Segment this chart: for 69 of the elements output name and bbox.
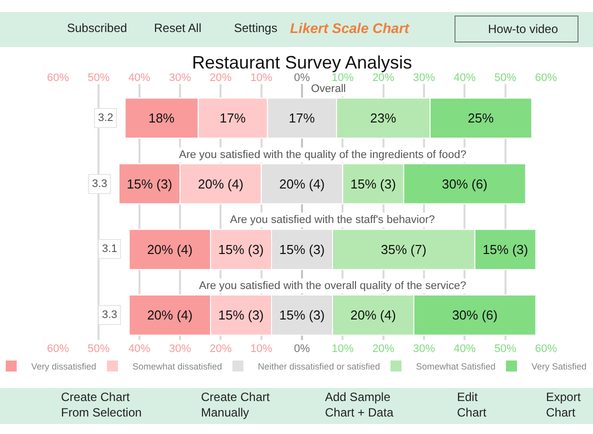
legend-label: Very dissatisfied — [31, 362, 96, 372]
data-label: 15% (3) — [482, 242, 528, 257]
x-tick-label: 50% — [88, 343, 110, 355]
x2-tick-label: 40% — [454, 72, 476, 84]
x2-tick-label: 50% — [88, 72, 110, 84]
x-tick-label: 10% — [332, 343, 354, 355]
x-tick-label: 60% — [534, 343, 558, 355]
data-label: 17% — [220, 110, 246, 126]
data-label: 20% (4) — [147, 308, 193, 323]
chart-title: Restaurant Survey Analysis — [192, 52, 412, 72]
text: Reset All — [154, 21, 202, 35]
text: Edit Chart — [457, 390, 488, 420]
y-tick-label: Are you satisfied with the quality of the ingredients of food? — [179, 149, 466, 161]
y-tick-label: Overall — [311, 83, 346, 95]
data-label: 25% — [468, 110, 494, 126]
x2-tick-label: 0% — [294, 72, 310, 84]
legend-label: Somewhat Satisfied — [416, 362, 496, 372]
data-label: 20% (4) — [350, 308, 396, 323]
data-label: 17% — [288, 110, 316, 126]
x2-tick-label: 60% — [46, 72, 70, 84]
data-label: 30% (6) — [452, 308, 498, 323]
legend-label: Very Satisfied — [531, 362, 587, 372]
x2-tick-label: 30% — [412, 72, 436, 84]
y-tick-label: Are you satisfied with the overall quality of the service? — [199, 280, 466, 292]
x-tick-label: 60% — [46, 343, 70, 355]
annotation: 3.3 — [92, 178, 108, 190]
text: Export Chart — [546, 390, 582, 420]
text: Create Chart From Selection — [61, 390, 142, 420]
data-label: 15% (3) — [279, 308, 325, 323]
data-label: 30% (6) — [442, 176, 488, 192]
text: Subscribed — [67, 21, 128, 35]
x-tick-label: 40% — [454, 343, 476, 355]
x2-tick-label: 10% — [250, 72, 273, 84]
data-label: 20% (4) — [279, 176, 325, 192]
x-tick-label: 30% — [412, 343, 436, 355]
annotation: 3.3 — [102, 309, 118, 321]
x2-tick-label: 60% — [534, 72, 558, 84]
data-label: 20% (4) — [198, 176, 244, 192]
data-label: 15% (3) — [218, 242, 264, 257]
data-label: 18% — [148, 110, 175, 126]
legend-label: Neither dissatisfied or satisfied — [258, 362, 380, 372]
x-tick-label: 40% — [128, 343, 151, 355]
x2-tick-label: 20% — [372, 72, 395, 84]
data-label: 15% (3) — [279, 242, 325, 257]
x-tick-label: 10% — [250, 343, 273, 355]
x-tick-label: 20% — [372, 343, 395, 355]
x2-tick-label: 30% — [168, 72, 192, 84]
data-label: 20% (4) — [147, 242, 193, 257]
legend-label: Somewhat dissatisfied — [132, 362, 222, 372]
data-label: 15% (3) — [350, 176, 396, 192]
x2-tick-label: 10% — [332, 72, 354, 84]
x-tick-label: 0% — [294, 343, 310, 355]
y-tick-label: Are you satisfied with the staff's behavior? — [230, 214, 435, 226]
data-label: 35% (7) — [380, 242, 426, 257]
x2-tick-label: 40% — [128, 72, 151, 84]
text: Add Sample Chart + Data — [325, 390, 394, 420]
x-tick-label: 20% — [210, 343, 232, 355]
data-label: 15% (3) — [218, 308, 264, 323]
text: Settings — [234, 21, 278, 35]
x-tick-label: 50% — [494, 343, 517, 355]
text: Likert Scale Chart — [290, 20, 410, 36]
annotation: 3.1 — [102, 243, 118, 255]
x2-tick-label: 50% — [494, 72, 517, 84]
text: Create Chart Manually — [201, 390, 270, 420]
x2-tick-label: 20% — [210, 72, 232, 84]
data-label: 23% — [370, 110, 397, 126]
text: How-to video — [488, 22, 558, 36]
x-tick-label: 30% — [168, 343, 192, 355]
data-label: 15% (3) — [126, 176, 172, 192]
